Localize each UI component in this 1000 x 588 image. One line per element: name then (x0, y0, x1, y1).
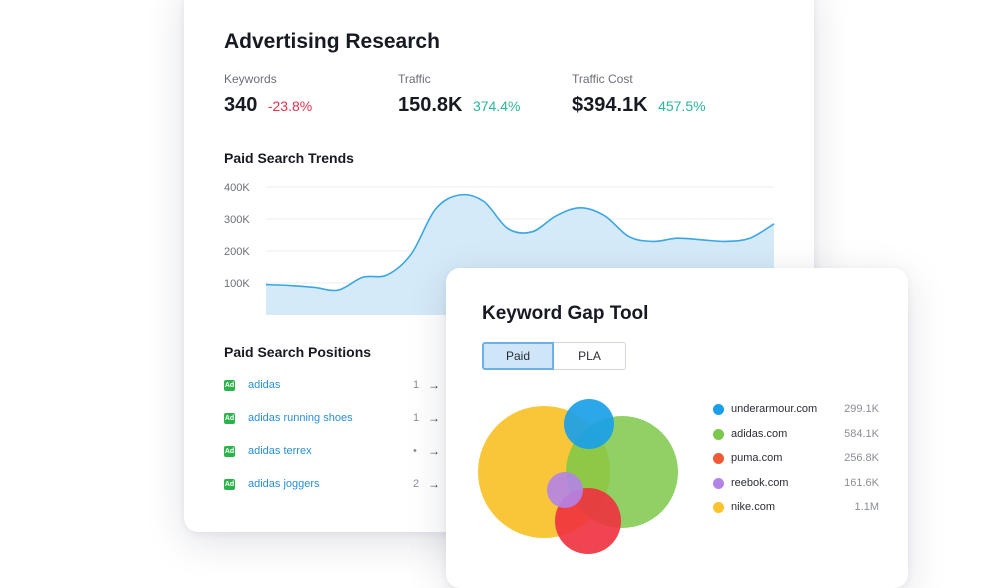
metric-value: 150.8K (398, 94, 463, 116)
metric-label: Traffic (398, 72, 431, 86)
legend-domain: nike.com (731, 501, 776, 513)
paid-search-trends-title: Paid Search Trends (224, 150, 354, 166)
legend-count: 299.1K (844, 403, 879, 415)
arrow-right-icon: → (428, 378, 440, 392)
y-tick-label: 300K (224, 214, 250, 226)
dot-icon (713, 429, 724, 440)
position-row[interactable]: Ad adidas terrex • → 1 (224, 444, 455, 460)
position-row[interactable]: Ad adidas running shoes 1 → 1 (224, 411, 455, 427)
position-row[interactable]: Ad adidas joggers 2 → 2 (224, 477, 455, 493)
ad-badge-icon: Ad (224, 413, 235, 424)
y-tick-label: 200K (224, 246, 250, 258)
dot-icon (713, 404, 724, 415)
legend-item: puma.com 256.8K (709, 451, 879, 467)
metric-change: -23.8% (267, 98, 313, 114)
legend-count: 256.8K (844, 452, 879, 464)
position-from: 2 (413, 478, 420, 490)
position-keyword[interactable]: adidas running shoes (248, 412, 353, 424)
dot-icon (713, 502, 724, 513)
paid-search-positions-title: Paid Search Positions (224, 344, 372, 360)
keyword-gap-tabs: Paid PLA (482, 342, 626, 370)
legend-item: underarmour.com 299.1K (709, 402, 879, 418)
ad-badge-icon: Ad (224, 446, 235, 457)
venn-circle-underarmour (564, 399, 614, 449)
y-tick-label: 400K (224, 182, 250, 194)
position-row[interactable]: Ad adidas 1 → 2 (224, 378, 455, 394)
arrow-right-icon: → (428, 444, 440, 458)
dot-icon (713, 478, 724, 489)
legend-domain: underarmour.com (731, 403, 818, 415)
legend-count: 1.1M (854, 501, 879, 513)
metric-change: 457.5% (658, 98, 706, 114)
tab-paid[interactable]: Paid (482, 342, 554, 370)
metric-label: Traffic Cost (572, 72, 633, 86)
position-from: • (413, 445, 417, 457)
legend-count: 584.1K (844, 428, 879, 440)
metric-value: 340 (224, 94, 258, 116)
legend-item: reebok.com 161.6K (709, 476, 879, 492)
legend-item: adidas.com 584.1K (709, 427, 879, 443)
tab-pla[interactable]: PLA (554, 342, 626, 370)
position-from: 1 (413, 412, 420, 424)
arrow-right-icon: → (428, 411, 440, 425)
ad-badge-icon: Ad (224, 380, 235, 391)
trend-line (265, 193, 775, 292)
metric-change: 374.4% (472, 98, 521, 114)
legend-domain: puma.com (731, 452, 783, 464)
legend-count: 161.6K (844, 477, 879, 489)
position-keyword[interactable]: adidas joggers (248, 478, 320, 490)
ad-badge-icon: Ad (224, 479, 235, 490)
legend-domain: adidas.com (731, 428, 788, 440)
dot-icon (713, 453, 724, 464)
metric-value: $394.1K (572, 94, 648, 116)
metric-keywords: Keywords 340 -23.8% (224, 72, 312, 117)
keyword-gap-title: Keyword Gap Tool (482, 303, 649, 324)
position-keyword[interactable]: adidas terrex (248, 445, 312, 457)
venn-circle-reebok (547, 472, 583, 508)
metric-label: Keywords (224, 72, 277, 86)
legend-domain: reebok.com (731, 477, 789, 489)
metric-traffic: Traffic 150.8K 374.4% (398, 72, 520, 117)
metric-traffic-cost: Traffic Cost $394.1K 457.5% (572, 72, 706, 117)
arrow-right-icon: → (428, 477, 440, 491)
position-from: 1 (413, 379, 420, 391)
keyword-gap-card: Keyword Gap Tool Paid PLA underarmour.co… (446, 268, 908, 588)
keyword-overlap-venn (478, 399, 678, 554)
advertising-research-title: Advertising Research (224, 30, 440, 53)
position-keyword[interactable]: adidas (248, 379, 281, 391)
y-tick-label: 100K (224, 278, 250, 290)
legend-item: nike.com 1.1M (709, 500, 879, 516)
